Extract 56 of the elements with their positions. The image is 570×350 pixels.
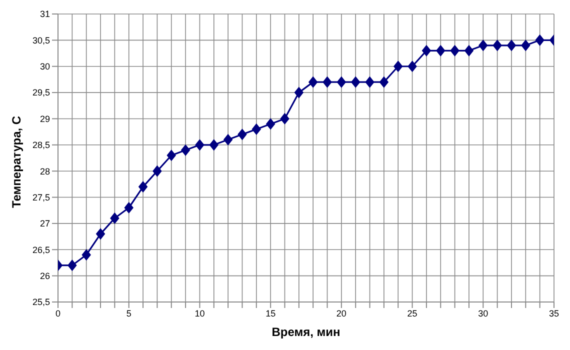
point — [294, 87, 304, 98]
y-tick-label: 27,5 — [32, 192, 50, 202]
point — [68, 260, 77, 271]
point — [351, 76, 360, 88]
y-tick-label: 25,5 — [32, 297, 50, 308]
y-tick-label: 30 — [40, 62, 50, 72]
x-tick-label: 15 — [266, 308, 276, 318]
point — [365, 76, 374, 88]
y-tick-label: 31 — [40, 9, 50, 20]
point — [521, 40, 530, 51]
point — [408, 60, 417, 72]
point — [450, 45, 460, 56]
point — [322, 76, 332, 88]
x-axis-title: Время, мин — [272, 325, 340, 339]
point — [96, 228, 106, 240]
x-tick-label: 35 — [548, 308, 560, 318]
y-tick-label: 27 — [40, 218, 50, 229]
x-tick-label: 25 — [407, 308, 418, 318]
y-tick-label: 26,5 — [32, 244, 50, 255]
point — [394, 60, 403, 72]
point — [166, 150, 176, 161]
point — [308, 76, 318, 88]
point — [209, 139, 218, 150]
point — [336, 76, 346, 88]
y-tick-label: 28,5 — [32, 140, 50, 150]
x-tick-label: 30 — [478, 308, 488, 318]
x-tick-label: 0 — [55, 308, 61, 318]
y-tick-label: 29,5 — [32, 88, 50, 98]
point — [252, 124, 261, 135]
point — [266, 118, 276, 130]
point — [464, 45, 474, 56]
point — [478, 40, 488, 51]
y-tick-label: 26 — [40, 271, 50, 282]
point — [110, 212, 120, 224]
point — [124, 202, 134, 214]
point — [535, 34, 544, 46]
point — [195, 139, 204, 150]
point — [506, 40, 516, 51]
point — [152, 166, 162, 177]
point — [492, 40, 502, 51]
point — [422, 45, 431, 56]
x-tick-label: 20 — [336, 308, 346, 318]
point — [436, 45, 446, 56]
point — [181, 144, 190, 156]
point — [224, 134, 233, 146]
y-axis-title: Температура, С — [9, 116, 24, 208]
x-tick-label: 5 — [126, 308, 132, 318]
y-tick-label: 30,5 — [32, 35, 50, 46]
point — [379, 76, 388, 88]
x-tick-label: 10 — [194, 308, 205, 318]
point — [280, 113, 290, 124]
point — [138, 181, 148, 192]
y-tick-label: 28 — [40, 166, 50, 176]
point — [82, 249, 91, 260]
y-tick-label: 29 — [40, 114, 50, 124]
point — [238, 128, 247, 140]
